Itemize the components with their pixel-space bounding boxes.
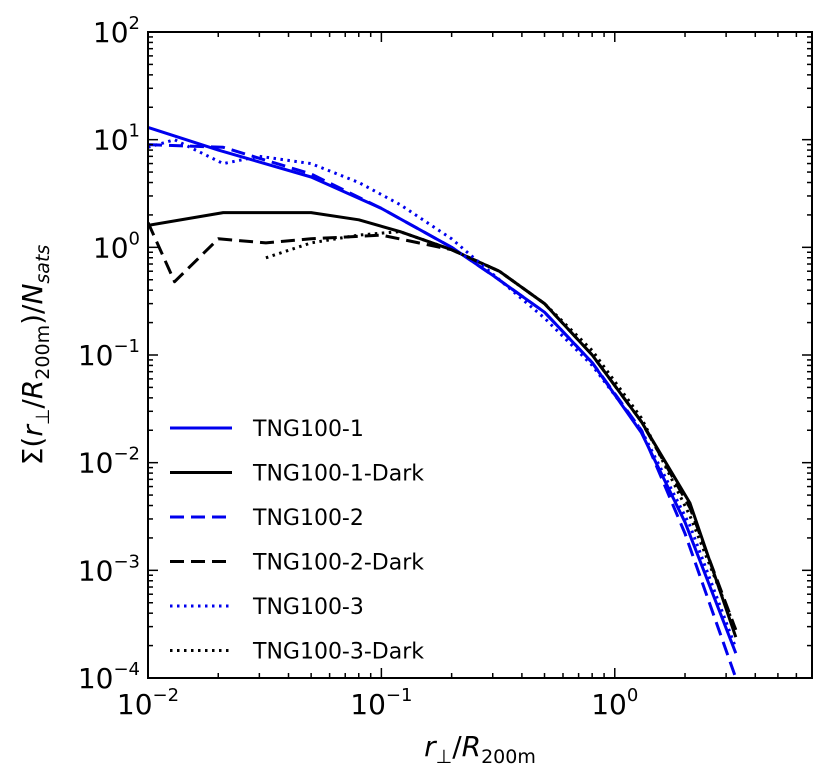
x-tick-label: 10−2 bbox=[117, 685, 179, 721]
y-tick-label: 102 bbox=[93, 13, 140, 49]
legend-label: TNG100-2-Dark bbox=[252, 551, 424, 576]
x-tick-label: 10−1 bbox=[350, 685, 412, 721]
y-tick-label: 100 bbox=[93, 228, 140, 264]
legend: TNG100-1 TNG100-1-Dark TNG100-2 TNG100-2-Da… bbox=[170, 417, 424, 665]
legend-label: TNG100-1 bbox=[252, 417, 364, 442]
x-tick-label: 100 bbox=[591, 685, 638, 721]
y-axis-label: Σ(r⊥/R200m)/Nsats bbox=[16, 245, 54, 466]
legend-label: TNG100-1-Dark bbox=[252, 462, 424, 487]
plot-frame bbox=[147, 31, 813, 679]
y-tick-label: 10−1 bbox=[78, 336, 140, 372]
series-line-5 bbox=[148, 138, 738, 649]
y-tick-label: 101 bbox=[93, 121, 140, 157]
x-axis-label: r⊥/R200m bbox=[424, 730, 536, 768]
series-line-3 bbox=[148, 143, 738, 678]
series-line-1 bbox=[148, 125, 738, 654]
legend-label: TNG100-3 bbox=[252, 595, 364, 620]
y-tick-label: 10−3 bbox=[78, 551, 140, 587]
ticks-layer: 10−2 10−1 100 10−4 10−3 10−2 10−1 100 101 102 bbox=[78, 13, 813, 721]
series-line-4 bbox=[148, 221, 738, 631]
legend-label: TNG100-2 bbox=[252, 506, 364, 531]
legend-label: TNG100-3-Dark bbox=[252, 640, 424, 665]
series-line-2 bbox=[148, 211, 738, 638]
series-layer bbox=[148, 125, 738, 678]
y-tick-label: 10−4 bbox=[78, 659, 140, 695]
y-tick-label: 10−2 bbox=[78, 444, 140, 480]
